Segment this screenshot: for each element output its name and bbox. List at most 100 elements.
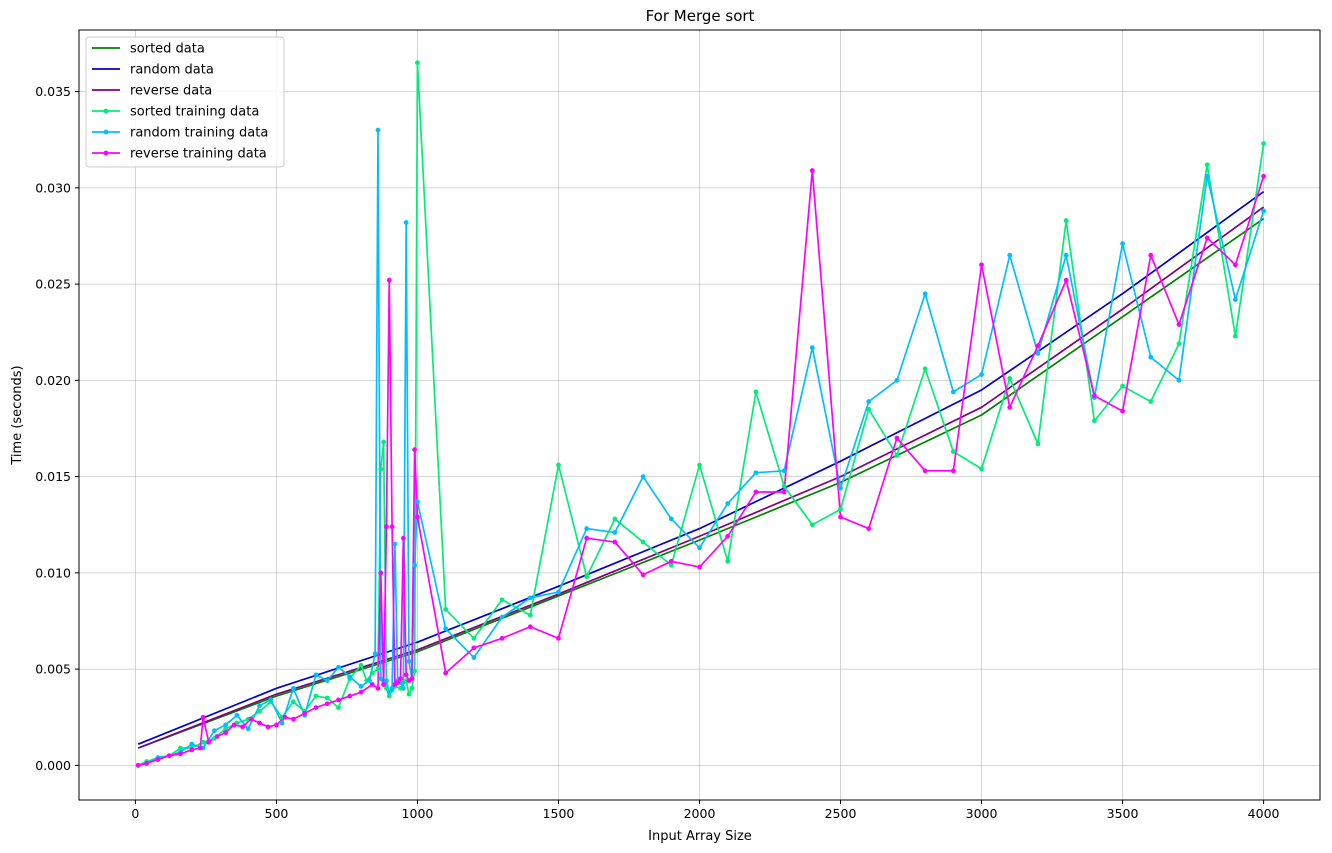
data-point	[389, 524, 395, 530]
data-point	[384, 524, 389, 530]
data-point	[384, 685, 389, 691]
data-point	[234, 712, 240, 718]
data-point	[178, 745, 183, 751]
legend-label: random training data	[130, 126, 268, 141]
data-point	[384, 678, 389, 684]
data-point	[1063, 252, 1069, 258]
legend-label: random data	[130, 63, 214, 78]
data-point	[257, 720, 262, 726]
data-point	[866, 399, 872, 404]
data-point	[1035, 343, 1041, 349]
data-point	[389, 685, 395, 691]
data-point	[753, 470, 759, 476]
data-point	[223, 730, 229, 736]
data-point	[386, 277, 392, 283]
data-point	[406, 691, 412, 697]
data-point	[412, 562, 418, 568]
data-point	[358, 689, 364, 695]
data-point	[240, 724, 245, 730]
data-point	[1148, 252, 1154, 258]
legend-label: reverse data	[130, 84, 212, 99]
y-tick-label: 0.025	[35, 277, 71, 292]
data-point	[1204, 235, 1210, 241]
data-point	[443, 626, 449, 632]
data-point	[231, 722, 237, 728]
data-point	[398, 676, 403, 682]
x-tick-label: 1000	[402, 806, 434, 821]
data-point	[257, 709, 262, 714]
data-point	[725, 533, 731, 539]
data-point	[313, 672, 319, 678]
data-point	[378, 570, 384, 576]
data-point	[369, 682, 375, 687]
x-tick-label: 0	[131, 806, 139, 821]
data-point	[1261, 141, 1266, 146]
data-point	[381, 439, 387, 445]
x-tick-label: 3500	[1107, 806, 1139, 821]
data-point	[471, 655, 477, 660]
data-point	[395, 680, 401, 685]
data-point	[725, 558, 731, 564]
data-point	[1120, 383, 1125, 389]
data-point	[697, 564, 702, 570]
data-point	[403, 672, 409, 678]
data-point	[336, 697, 341, 703]
data-point	[697, 545, 702, 551]
legend-box	[85, 36, 285, 168]
data-point	[1232, 297, 1238, 302]
data-point	[336, 664, 341, 670]
data-point	[1232, 333, 1238, 339]
data-point	[556, 589, 561, 595]
data-point	[386, 693, 392, 699]
data-point	[1176, 341, 1182, 347]
data-point	[809, 522, 815, 528]
data-point	[324, 678, 330, 684]
data-point	[979, 262, 984, 268]
data-point	[443, 670, 449, 676]
data-point	[189, 741, 195, 747]
x-tick-label: 2000	[684, 806, 716, 821]
data-point	[612, 516, 618, 522]
data-point	[290, 699, 296, 705]
data-point	[178, 751, 183, 757]
legend-marker	[103, 150, 109, 156]
data-point	[838, 485, 843, 491]
data-point	[282, 714, 288, 720]
data-point	[894, 435, 900, 441]
data-point	[1035, 351, 1041, 356]
y-tick-label: 0.020	[35, 373, 71, 388]
data-point	[415, 499, 420, 505]
data-point	[1120, 241, 1125, 247]
data-point	[415, 514, 420, 520]
data-point	[372, 651, 378, 657]
data-point	[279, 720, 285, 726]
x-tick-label: 2500	[825, 806, 857, 821]
data-point	[378, 466, 384, 472]
data-point	[640, 539, 646, 545]
y-axis: 0.000 0.005 0.010 0.015 0.020 0.025 0.030 0.035	[35, 84, 79, 773]
data-point	[274, 722, 279, 728]
data-point	[950, 468, 956, 474]
data-point	[527, 612, 533, 618]
data-point	[265, 724, 271, 730]
data-point	[200, 739, 206, 745]
data-point	[302, 710, 308, 716]
data-point	[415, 60, 420, 66]
data-point	[257, 703, 262, 709]
data-point	[324, 701, 330, 707]
x-tick-label: 4000	[1248, 806, 1280, 821]
data-point	[668, 562, 674, 568]
data-point	[223, 726, 229, 732]
data-point	[211, 728, 217, 734]
data-point	[640, 572, 646, 578]
series-line-0	[137, 217, 1265, 749]
data-point	[381, 682, 387, 687]
data-point	[866, 406, 872, 412]
data-point	[556, 462, 561, 468]
data-point	[378, 676, 384, 682]
legend-label: reverse training data	[130, 147, 267, 162]
data-point	[206, 739, 212, 745]
data-point	[144, 761, 150, 766]
y-tick-label: 0.015	[35, 469, 71, 484]
